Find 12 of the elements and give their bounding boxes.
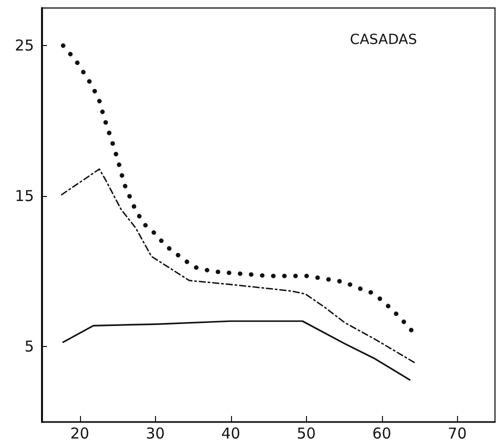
- x-tick-label: 60: [372, 424, 392, 442]
- y-tick-label: 25: [14, 36, 34, 55]
- x-tick-label: 30: [146, 424, 165, 442]
- x-tick-label: 20: [70, 424, 90, 442]
- y-tick-label: 5: [24, 338, 34, 356]
- x-tick-label: 70: [448, 424, 467, 442]
- line-series: [60, 168, 416, 364]
- y-tick-label: 15: [14, 187, 34, 206]
- x-tick-label: 40: [221, 424, 240, 442]
- text: CASADAS: [350, 32, 418, 48]
- line-series: [62, 320, 410, 381]
- x-tick-label: 50: [296, 424, 316, 442]
